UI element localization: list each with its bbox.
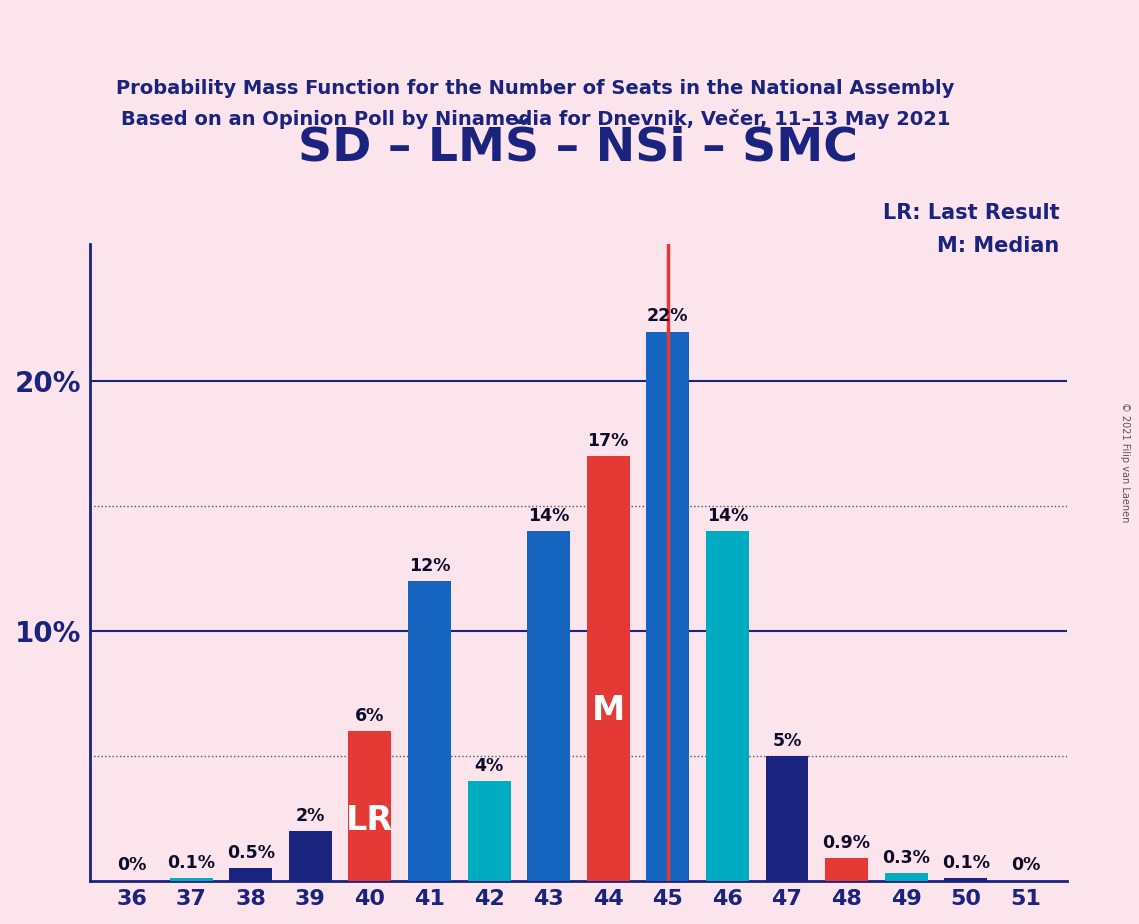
Text: 5%: 5% bbox=[772, 732, 802, 749]
Text: 12%: 12% bbox=[409, 557, 450, 575]
Text: 0.1%: 0.1% bbox=[167, 854, 215, 872]
Text: 0%: 0% bbox=[117, 857, 146, 874]
Text: 0.3%: 0.3% bbox=[883, 849, 931, 867]
Text: LR: Last Result: LR: Last Result bbox=[883, 203, 1059, 224]
Bar bbox=[289, 831, 331, 881]
Text: 0.9%: 0.9% bbox=[822, 834, 870, 852]
Title: SD – LMŠ – NSi – SMC: SD – LMŠ – NSi – SMC bbox=[298, 126, 859, 171]
Bar bbox=[170, 878, 213, 881]
Text: 2%: 2% bbox=[296, 807, 325, 824]
Bar bbox=[349, 731, 392, 881]
Bar bbox=[468, 781, 510, 881]
Text: 0%: 0% bbox=[1010, 857, 1040, 874]
Text: 4%: 4% bbox=[475, 757, 503, 774]
Bar bbox=[825, 858, 868, 881]
Bar bbox=[587, 456, 630, 881]
Text: © 2021 Filip van Laenen: © 2021 Filip van Laenen bbox=[1121, 402, 1130, 522]
Text: 6%: 6% bbox=[355, 707, 385, 724]
Text: 14%: 14% bbox=[528, 507, 570, 525]
Text: Probability Mass Function for the Number of Seats in the National Assembly: Probability Mass Function for the Number… bbox=[116, 79, 954, 98]
Text: M: M bbox=[591, 695, 625, 727]
Text: 0.5%: 0.5% bbox=[227, 844, 274, 862]
Bar bbox=[527, 531, 571, 881]
Text: Based on an Opinion Poll by Ninamedia for Dnevnik, Večer, 11–13 May 2021: Based on an Opinion Poll by Ninamedia fo… bbox=[121, 109, 950, 129]
Bar bbox=[944, 878, 988, 881]
Bar bbox=[408, 581, 451, 881]
Text: 0.1%: 0.1% bbox=[942, 854, 990, 872]
Bar bbox=[229, 869, 272, 881]
Bar bbox=[885, 873, 927, 881]
Bar bbox=[706, 531, 748, 881]
Bar bbox=[765, 756, 809, 881]
Text: 14%: 14% bbox=[706, 507, 748, 525]
Text: 17%: 17% bbox=[588, 432, 629, 450]
Bar bbox=[646, 332, 689, 881]
Text: M: Median: M: Median bbox=[937, 236, 1059, 256]
Text: 22%: 22% bbox=[647, 308, 689, 325]
Text: LR: LR bbox=[346, 804, 393, 837]
